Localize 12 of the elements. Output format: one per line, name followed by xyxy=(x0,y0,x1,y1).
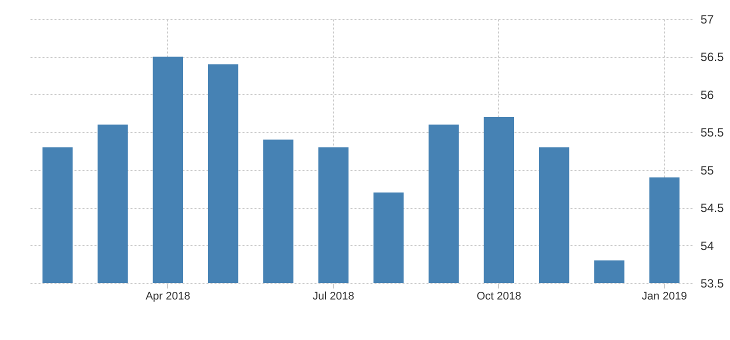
y-tick-label: 53.5 xyxy=(700,276,724,290)
x-tick-label: Jul 2018 xyxy=(312,290,354,302)
x-tick-label: Apr 2018 xyxy=(146,290,190,302)
y-tick-label: 56 xyxy=(700,88,714,102)
y-tick-label: 55 xyxy=(700,163,714,178)
x-tick-label: Oct 2018 xyxy=(476,290,522,302)
y-tick-label: 54.5 xyxy=(700,201,724,216)
y-tick-label: 56.5 xyxy=(700,50,724,64)
y-tick-label: 54 xyxy=(700,238,714,253)
y-tick-label: 57 xyxy=(700,12,714,26)
x-tick-label: Jan 2019 xyxy=(642,290,688,302)
y-tick-label: 55.5 xyxy=(700,126,724,140)
